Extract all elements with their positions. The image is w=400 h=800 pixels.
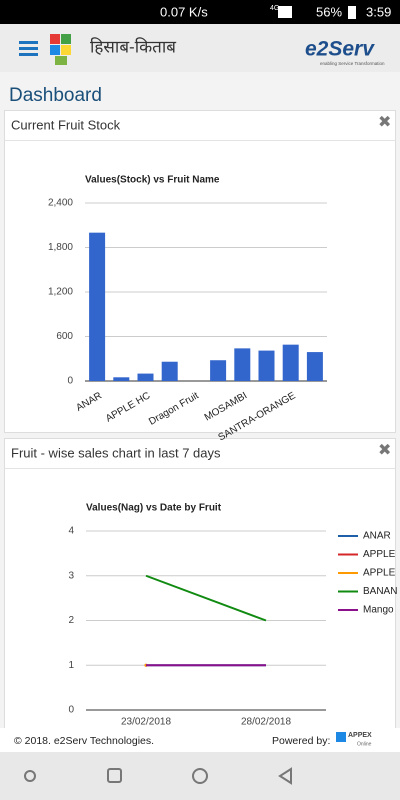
bar: [113, 377, 130, 381]
bar: [234, 348, 251, 381]
y-tick-label: 3: [68, 570, 74, 581]
menu-line: [19, 47, 38, 50]
panel: [4, 438, 396, 739]
cube: [61, 45, 71, 55]
cube: [55, 56, 67, 65]
page-title: Dashboard: [9, 85, 102, 106]
clock: 3:59: [366, 4, 391, 19]
legend-label: Mango: [363, 605, 394, 616]
y-tick-label: 1,800: [48, 242, 73, 253]
close-button[interactable]: ✖: [378, 114, 391, 131]
signal-icon: [278, 6, 292, 18]
battery-level: 56%: [316, 4, 342, 19]
bar: [161, 361, 178, 381]
nav-bar: [0, 752, 400, 800]
appex-brand: APPEX: [348, 732, 372, 739]
legend-label: APPLE: [363, 568, 396, 579]
brand-logo: e2Serv: [305, 38, 375, 61]
close-button[interactable]: ✖: [378, 442, 391, 459]
brand-tagline: enabling Service Transformation: [320, 61, 385, 66]
app-name: हिसाब-किताब: [90, 36, 176, 56]
legend-label: ANAR: [363, 531, 391, 542]
y-tick-label: 0: [68, 705, 74, 716]
nav-home[interactable]: [192, 768, 208, 784]
y-tick-label: 1,200: [48, 287, 73, 298]
line: [145, 574, 267, 622]
nav-back[interactable]: [278, 767, 292, 785]
y-tick-label: 4: [68, 526, 74, 537]
battery-icon: [348, 6, 356, 19]
footer: [0, 728, 400, 752]
bar: [89, 232, 106, 381]
appex-icon: [336, 732, 346, 742]
x-tick-label: 28/02/2018: [241, 717, 291, 728]
bar: [210, 360, 227, 381]
appex-sub: Online: [357, 741, 372, 747]
x-tick-label: 23/02/2018: [121, 717, 171, 728]
legend-label: BANAN: [363, 586, 397, 597]
y-tick-label: 1: [68, 660, 74, 671]
cube: [61, 34, 71, 44]
y-tick-label: 600: [56, 331, 73, 342]
powered-by: Powered by:: [272, 735, 330, 747]
copyright: © 2018. e2Serv Technologies.: [14, 735, 154, 747]
bar: [282, 344, 299, 381]
app-logo: [50, 34, 71, 65]
nav-assist[interactable]: [24, 770, 36, 782]
panel-title: Current Fruit Stock: [11, 117, 121, 132]
chart-title: Values(Stock) vs Fruit Name: [85, 175, 220, 186]
menu-line: [19, 53, 38, 56]
legend-label: APPLE: [363, 549, 396, 560]
menu-button[interactable]: [19, 41, 38, 56]
status-bar: [0, 0, 400, 24]
y-tick-label: 2,400: [48, 198, 73, 209]
panel-title: Fruit - wise sales chart in last 7 days: [11, 445, 221, 460]
panel: [4, 110, 396, 433]
cube: [50, 45, 60, 55]
y-tick-label: 2: [68, 615, 74, 626]
menu-line: [19, 41, 38, 44]
chart-title: Values(Nag) vs Date by Fruit: [86, 503, 222, 514]
net-speed: 0.07 K/s: [160, 4, 208, 19]
cube: [50, 34, 60, 44]
bar: [137, 373, 154, 381]
y-tick-label: 0: [67, 376, 73, 387]
bar: [306, 352, 323, 381]
network: 4G: [270, 5, 279, 12]
nav-recents[interactable]: [107, 768, 122, 783]
bar: [258, 350, 275, 381]
